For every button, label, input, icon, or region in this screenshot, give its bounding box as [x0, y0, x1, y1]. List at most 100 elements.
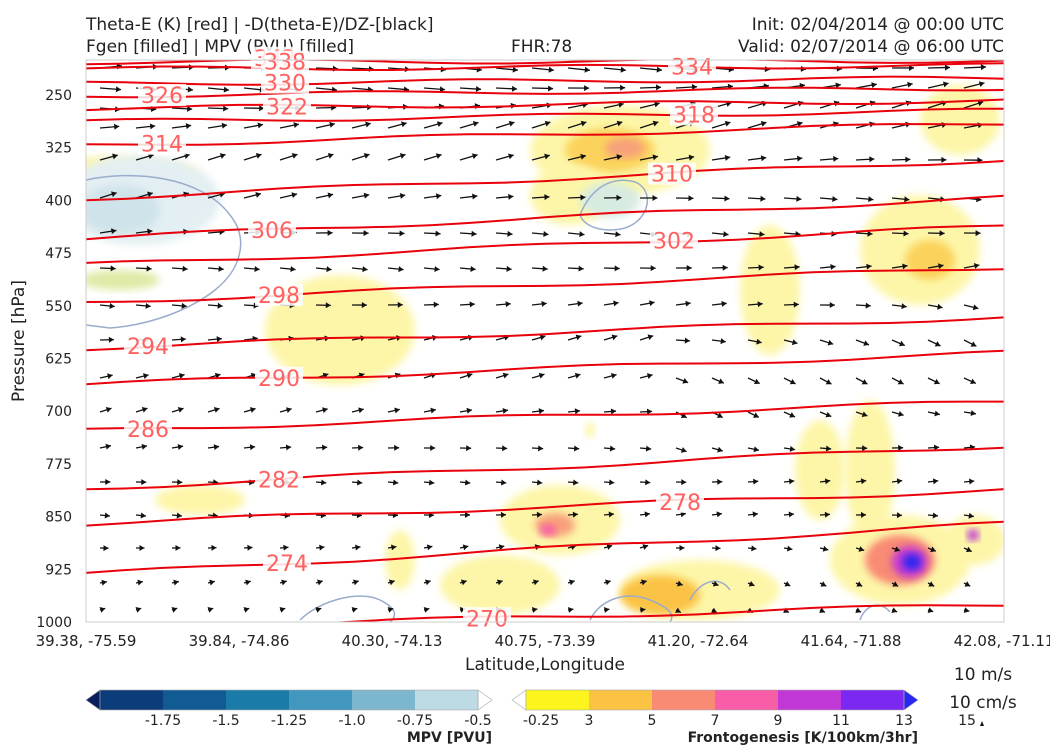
wind-vector — [639, 511, 651, 518]
wind-vector — [783, 155, 803, 162]
theta-e-label: 318 — [673, 103, 715, 128]
wind-vector — [567, 445, 580, 452]
x-axis-ticks: 39.38, -75.59 39.84, -74.86 40.30, -74.13 4… — [36, 632, 1050, 650]
wind-vector — [783, 545, 793, 552]
wind-vector — [927, 156, 947, 163]
wind-vector — [459, 230, 477, 237]
wind-vector — [711, 154, 731, 161]
wind-ref-label-cms: 10 cm/s — [949, 693, 1017, 713]
wind-vector — [171, 373, 185, 379]
wind-vector — [171, 512, 183, 519]
field-patch — [86, 270, 160, 290]
wind-vector — [171, 579, 179, 586]
wind-vector — [459, 445, 472, 452]
wind-vector — [315, 444, 328, 451]
wind-vector — [747, 120, 767, 129]
wind-vector — [423, 193, 442, 200]
field-patch — [845, 400, 895, 540]
wind-vector — [639, 579, 647, 586]
wind-vector — [531, 231, 549, 238]
wind-vector — [675, 544, 685, 551]
wind-vector — [603, 408, 617, 415]
wind-vector — [99, 478, 111, 485]
wind-vector — [135, 406, 148, 413]
wind-vector — [855, 302, 871, 309]
wind-vector — [819, 339, 834, 346]
colorbar-cell — [589, 690, 653, 710]
y-tick-label: 625 — [45, 352, 72, 368]
wind-vector — [603, 373, 617, 379]
colorbar-cell — [226, 690, 290, 710]
wind-vector — [567, 372, 581, 379]
wind-vector — [171, 336, 186, 343]
wind-vector — [459, 86, 482, 92]
wind-vector — [207, 606, 214, 613]
wind-vector — [171, 265, 188, 272]
wind-vector — [171, 479, 183, 486]
wind-vector — [927, 64, 951, 71]
mpv-contour — [86, 174, 242, 329]
wind-vector — [423, 86, 446, 93]
theta-e-contours — [86, 60, 1004, 622]
wind-vector — [891, 377, 904, 385]
wind-vector — [243, 192, 262, 199]
y-tick-label: 1000 — [36, 615, 72, 631]
wind-vector — [315, 302, 331, 309]
theta-e-contour — [86, 349, 1004, 386]
wind-vector — [963, 377, 977, 385]
fgen-colorbar: 3 5 7 9 11 13 15 — [511, 689, 976, 729]
wind-vector — [747, 338, 762, 345]
wind-vector — [675, 195, 694, 202]
wind-vector — [783, 339, 798, 346]
wind-vector — [423, 230, 441, 237]
wind-vector — [567, 479, 579, 486]
theta-e-label: 322 — [266, 96, 308, 121]
wind-vector — [243, 153, 262, 161]
wind-vector — [387, 444, 400, 451]
wind-vector — [531, 194, 550, 201]
mpv-colorbar-title: MPV [PVU] — [407, 730, 492, 746]
theta-e-label: 314 — [141, 133, 183, 158]
wind-vector — [207, 265, 224, 272]
wind-vector — [891, 156, 911, 163]
wind-vector — [567, 194, 586, 201]
wind-vector — [675, 511, 686, 518]
wind-vector — [567, 300, 583, 307]
wind-vector — [243, 606, 250, 613]
wind-vector — [423, 579, 431, 586]
wind-vector — [567, 265, 584, 272]
wind-vector — [207, 444, 220, 451]
colorbar-cell — [652, 690, 716, 710]
wind-vector — [639, 606, 646, 613]
wind-vector — [639, 84, 662, 91]
wind-vector — [351, 444, 364, 451]
wind-vector — [243, 105, 265, 112]
forecast-hour: FHR:78 — [511, 37, 573, 57]
colorbar-tick-label: -0.75 — [397, 713, 433, 729]
wind-vector — [747, 511, 759, 518]
theta-e-contour — [86, 316, 1004, 352]
theta-e-contour — [86, 520, 1004, 574]
theta-e-contour — [86, 86, 1004, 99]
wind-vector — [639, 195, 658, 202]
y-tick-label: 400 — [45, 193, 72, 209]
wind-vector — [351, 544, 361, 551]
wind-vector — [351, 266, 368, 273]
wind-vector — [207, 336, 222, 343]
wind-vector — [603, 231, 621, 238]
wind-vector — [207, 153, 226, 161]
field-patch — [155, 485, 245, 515]
theta-e-contour — [86, 62, 1004, 71]
wind-vector — [387, 579, 395, 586]
wind-vector — [171, 444, 184, 450]
wind-vector — [207, 302, 223, 309]
wind-vector — [387, 407, 400, 414]
y-tick-label: 325 — [45, 141, 72, 157]
wind-vector — [387, 301, 403, 308]
wind-vector — [963, 410, 977, 417]
mpv-colorbar: -1.75 -1.5 -1.25 -1.0 -0.75 -0.5 -0.25 — [85, 689, 559, 729]
y-axis-ticks: 250 325 400 475 550 625 700 775 850 925 1000 — [36, 88, 72, 631]
wind-vector — [171, 105, 193, 112]
wind-vector — [747, 411, 760, 418]
